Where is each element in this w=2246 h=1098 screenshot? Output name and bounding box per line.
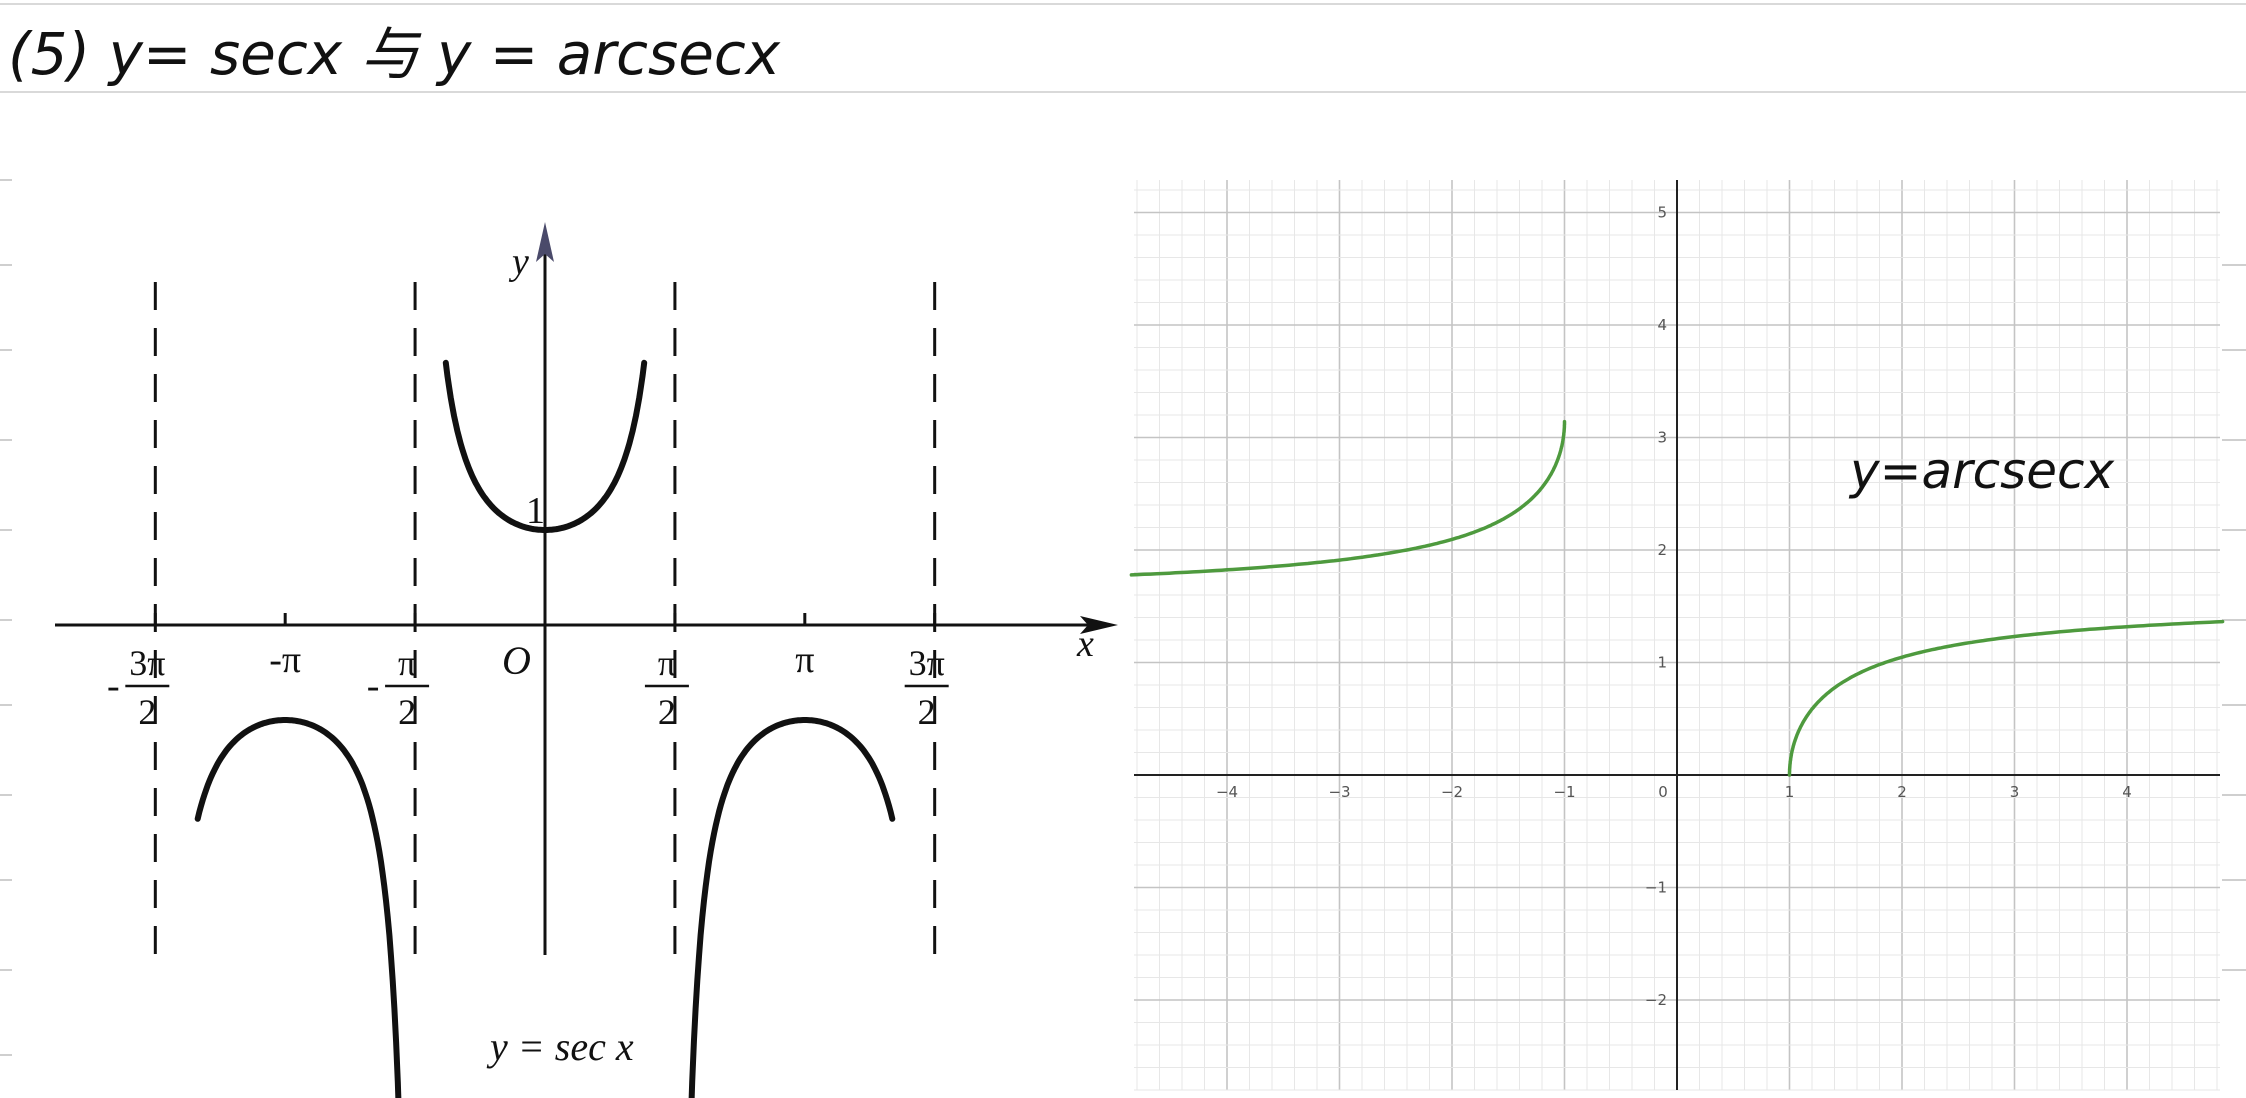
arcsec-x-tick-label-1: −3 bbox=[1328, 783, 1350, 801]
sec-x-tick-num-0: 3π bbox=[129, 643, 165, 683]
arcsec-annotation: y=arcsecx bbox=[1848, 442, 2114, 500]
sec-y-axis-label: y bbox=[508, 241, 529, 283]
arcsec-branch-0 bbox=[1129, 419, 1567, 577]
arcsec-branch-1 bbox=[1787, 619, 2225, 777]
arcsec-y-tick-label-0: −2 bbox=[1645, 991, 1667, 1009]
sec-x-tick-num-3: π bbox=[658, 643, 676, 683]
page-title: (5) y= secx 与 y = arcsecx bbox=[8, 20, 781, 88]
sec-branch-2 bbox=[688, 717, 896, 1098]
arcsec-x-tick-label-8: 4 bbox=[2122, 783, 2132, 801]
arcsec-curves bbox=[1129, 419, 2225, 777]
arcsec-x-tick-label-2: −2 bbox=[1441, 783, 1463, 801]
arcsec-x-tick-label-5: 1 bbox=[1785, 783, 1795, 801]
arcsec-chart: −4 −3 −2 −1 0 1 2 3 4 −2 −1 1 2 3 4 5 y=arcsecx bbox=[1129, 180, 2225, 1091]
arcsec-y-tick-label-5: 4 bbox=[1657, 316, 1667, 334]
arcsec-y-tick-label-6: 5 bbox=[1657, 204, 1667, 222]
notebook-margin-ticks bbox=[0, 179, 2246, 1056]
sec-origin-label: O bbox=[502, 638, 531, 683]
arcsec-y-tick-label-4: 3 bbox=[1657, 429, 1667, 447]
sec-x-tick-den-0: 2 bbox=[138, 692, 156, 732]
sec-x-axis-arrow bbox=[1080, 616, 1118, 634]
arcsec-axes bbox=[1134, 180, 2220, 1090]
arcsec-y-tick-label-1: −1 bbox=[1645, 879, 1667, 897]
arcsec-tick-labels: −4 −3 −2 −1 0 1 2 3 4 −2 −1 1 2 3 4 5 bbox=[1216, 204, 2132, 1010]
sec-axes bbox=[55, 222, 1118, 955]
sec-x-tick-label-1: -π bbox=[269, 639, 301, 681]
sec-x-tick-sign-2: - bbox=[367, 665, 380, 707]
sec-x-tick-den-5: 2 bbox=[918, 692, 936, 732]
arcsec-y-tick-label-2: 1 bbox=[1657, 654, 1667, 672]
sec-x-axis-label: x bbox=[1076, 623, 1094, 665]
arcsec-x-tick-label-7: 3 bbox=[2010, 783, 2020, 801]
arcsec-x-tick-label-0: −4 bbox=[1216, 783, 1238, 801]
arcsec-y-tick-label-3: 2 bbox=[1657, 541, 1667, 559]
arcsec-x-tick-label-3: −1 bbox=[1553, 783, 1575, 801]
sec-x-tick-label-4: π bbox=[795, 639, 814, 681]
sec-x-tick-num-2: π bbox=[398, 643, 416, 683]
sec-branch-0 bbox=[194, 717, 402, 1098]
arcsec-x-tick-label-6: 2 bbox=[1897, 783, 1907, 801]
notebook-rules bbox=[0, 3, 2246, 93]
sec-x-tick-sign-0: - bbox=[107, 665, 120, 707]
sec-x-tick-den-3: 2 bbox=[658, 692, 676, 732]
sec-x-tick-den-2: 2 bbox=[398, 692, 416, 732]
arcsec-x-tick-label-4: 0 bbox=[1658, 783, 1668, 801]
sec-y-tick-label: 1 bbox=[526, 490, 545, 532]
sec-x-tick-num-5: 3π bbox=[909, 643, 945, 683]
sec-y-axis-arrow bbox=[536, 222, 554, 262]
sec-chart-caption: y = sec x bbox=[486, 1024, 634, 1069]
